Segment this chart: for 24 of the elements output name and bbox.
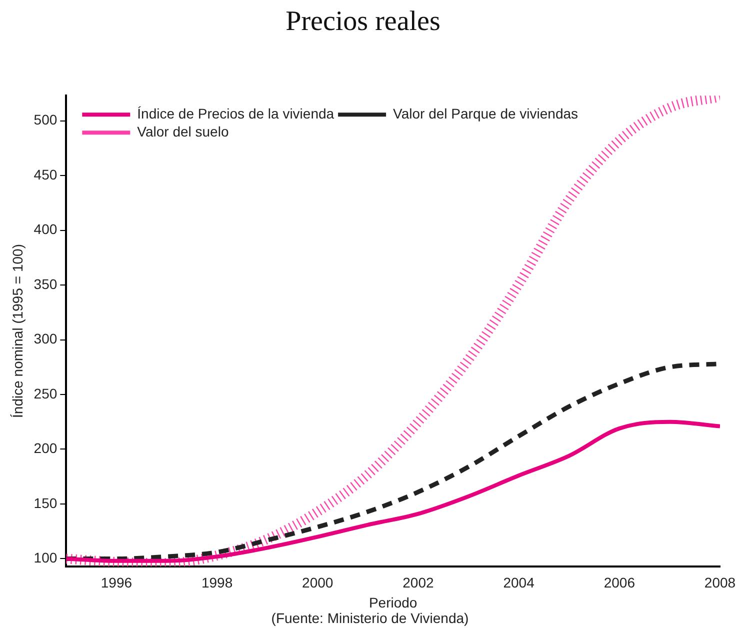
y-tick-label: 450 bbox=[34, 166, 58, 182]
y-tick-label: 100 bbox=[34, 550, 58, 566]
x-tick-label: 1996 bbox=[100, 574, 132, 591]
chart-title: Precios reales bbox=[286, 6, 440, 38]
y-tick-label: 350 bbox=[34, 276, 58, 292]
y-tick-label: 150 bbox=[34, 494, 58, 511]
legend-label: Índice de Precios de la vivienda bbox=[137, 105, 334, 122]
y-axis-title: Índice nominal (1995 = 100) bbox=[9, 244, 26, 418]
x-tick-label: 2006 bbox=[604, 574, 636, 591]
legend-label: Valor del suelo bbox=[137, 123, 229, 140]
y-tick-label: 500 bbox=[34, 112, 58, 128]
line-series bbox=[66, 420, 720, 563]
y-tick-label: 200 bbox=[34, 440, 58, 456]
x-tick-label: 1998 bbox=[201, 574, 233, 591]
x-tick-label: 2002 bbox=[402, 574, 434, 591]
x-tick-label: 2000 bbox=[302, 574, 334, 591]
x-tick-label: 2008 bbox=[704, 574, 736, 591]
y-tick-label: 400 bbox=[34, 221, 58, 238]
text: (Fuente: Ministerio de Vivienda) bbox=[270, 610, 470, 626]
y-tick-label: 300 bbox=[34, 330, 58, 347]
x-axis-title: Periodo bbox=[368, 594, 418, 610]
legend-label: Valor del Parque de viviendas bbox=[393, 105, 578, 122]
y-tick-label: 250 bbox=[34, 385, 58, 402]
x-tick-label: 2004 bbox=[503, 574, 535, 591]
